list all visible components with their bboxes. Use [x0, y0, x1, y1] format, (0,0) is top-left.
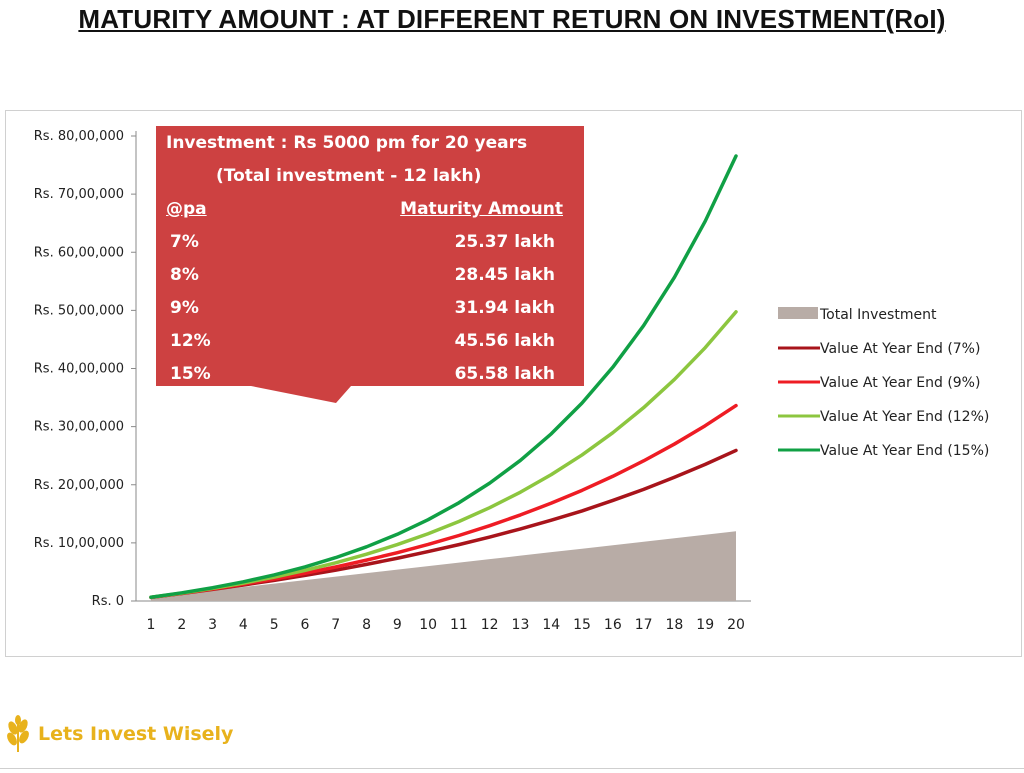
page-title: MATURITY AMOUNT : AT DIFFERENT RETURN ON…: [78, 4, 946, 34]
brand-name: Lets Invest Wisely: [38, 723, 234, 745]
callout-amount: 45.56 lakh: [454, 331, 555, 351]
legend-swatch: [778, 307, 818, 319]
x-tick-label: 10: [419, 617, 437, 633]
x-tick-label: 3: [208, 617, 217, 633]
brand-logo: Lets Invest Wisely: [4, 712, 233, 756]
series-line-4: [149, 154, 738, 599]
x-tick-label: 6: [300, 617, 309, 633]
callout-line1: Investment : Rs 5000 pm for 20 years: [166, 133, 528, 153]
callout-col1-header: @pa: [166, 199, 207, 219]
x-tick-label: 15: [573, 617, 591, 633]
x-tick-label: 8: [362, 617, 371, 633]
y-tick-label: Rs. 20,00,000: [34, 478, 124, 493]
y-tick-label: Rs. 80,00,000: [34, 129, 124, 144]
callout-line2: (Total investment - 12 lakh): [216, 166, 482, 186]
callout-amount: 65.58 lakh: [454, 364, 555, 384]
y-tick-label: Rs. 50,00,000: [34, 303, 124, 318]
legend-label: Value At Year End (12%): [820, 409, 989, 425]
x-tick-label: 2: [177, 617, 186, 633]
line-chart: Rs. 0 Rs. 10,00,000 Rs. 20,00,000 Rs. 30,00…: [34, 126, 989, 633]
y-tick-label: Rs. 40,00,000: [34, 362, 124, 377]
callout-rate: 12%: [170, 331, 211, 351]
legend-label: Value At Year End (7%): [820, 341, 980, 357]
callout-rate: 9%: [170, 298, 199, 318]
callout-box: [156, 126, 584, 403]
y-tick-label: Rs. 0: [92, 594, 124, 609]
x-tick-label: 5: [270, 617, 279, 633]
chart-area: Rs. 0 Rs. 10,00,000 Rs. 20,00,000 Rs. 30,00…: [5, 110, 1022, 657]
callout-rate: 7%: [170, 232, 199, 252]
y-tick-label: Rs. 70,00,000: [34, 187, 124, 202]
callout-amount: 28.45 lakh: [454, 265, 555, 285]
wheat-leaf-icon: [7, 715, 29, 752]
x-tick-label: 20: [727, 617, 745, 633]
x-tick-label: 7: [331, 617, 340, 633]
x-tick-label: 16: [604, 617, 622, 633]
x-tick-label: 14: [542, 617, 560, 633]
bottom-divider: [0, 768, 1024, 769]
y-tick-label: Rs. 30,00,000: [34, 420, 124, 435]
x-tick-label: 4: [239, 617, 248, 633]
x-tick-label: 13: [512, 617, 530, 633]
x-tick-label: 19: [696, 617, 714, 633]
callout-amount: 25.37 lakh: [454, 232, 555, 252]
callout-rate: 8%: [170, 265, 199, 285]
x-tick-label: 9: [393, 617, 402, 633]
x-tick-label: 1: [147, 617, 156, 633]
callout-col2-header: Maturity Amount: [400, 199, 563, 219]
x-tick-label: 12: [481, 617, 499, 633]
y-tick-label: Rs. 10,00,000: [34, 536, 124, 551]
y-tick-label: Rs. 60,00,000: [34, 245, 124, 260]
legend-label: Value At Year End (9%): [820, 375, 980, 391]
callout-rate: 15%: [170, 364, 211, 384]
legend-label: Value At Year End (15%): [820, 443, 989, 459]
legend-label: Total Investment: [819, 307, 937, 323]
x-tick-label: 17: [635, 617, 653, 633]
callout-amount: 31.94 lakh: [454, 298, 555, 318]
series-area-total-investment: [151, 531, 736, 601]
x-tick-label: 11: [450, 617, 468, 633]
x-tick-label: 18: [666, 617, 684, 633]
